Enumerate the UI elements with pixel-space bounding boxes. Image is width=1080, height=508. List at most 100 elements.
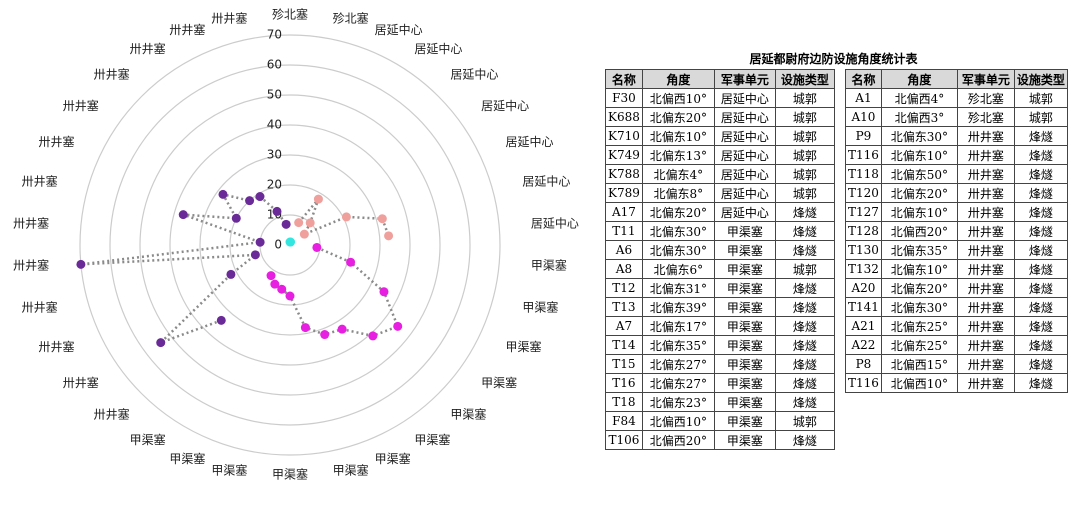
table-cell: 城郭 [774, 107, 835, 127]
table-cell: 居延中心 [713, 145, 776, 165]
r-tick-label: 30 [267, 148, 282, 162]
table-row: T130 北偏东35° 卅井塞 烽燧 [845, 240, 1068, 260]
table-row: F84 北偏西10° 甲渠塞 城郭 [605, 411, 835, 431]
table-cell: T14 [605, 335, 643, 355]
table-cell: 居延中心 [713, 126, 776, 146]
table-cell: 北偏东30° [880, 297, 958, 317]
grid-circle [139, 94, 441, 396]
table-cell: 北偏西10° [641, 88, 715, 108]
point [312, 242, 322, 252]
category-label: 卅井塞 [22, 299, 58, 314]
point [277, 284, 287, 294]
table-cell: 卅井塞 [956, 297, 1015, 317]
grid-circle [169, 124, 411, 366]
table-cell: 烽燧 [1013, 259, 1068, 279]
category-label: 居延中心 [531, 215, 579, 230]
table-row: A6 北偏东30° 甲渠塞 烽燧 [605, 240, 835, 260]
table-cell: 烽燧 [1013, 297, 1068, 317]
table-cell: 北偏东25° [880, 316, 958, 336]
table-row: T120 北偏东20° 卅井塞 烽燧 [845, 183, 1068, 203]
table-cell: F84 [605, 411, 643, 431]
header-cell: 名称 [605, 69, 643, 89]
table-row: T18 北偏东23° 甲渠塞 烽燧 [605, 392, 835, 412]
point [393, 321, 403, 331]
table-cell: 居延中心 [713, 107, 776, 127]
table-cell: 甲渠塞 [713, 316, 776, 336]
point [286, 237, 296, 247]
table-cell: 甲渠塞 [713, 354, 776, 374]
category-label: 居延中心 [522, 174, 570, 189]
category-label: 殄北塞 [333, 10, 369, 25]
category-label: 卅井塞 [211, 10, 247, 25]
table-cell: 烽燧 [774, 240, 835, 260]
table-cell: T118 [845, 164, 882, 184]
table-cell: 卅井塞 [956, 373, 1015, 393]
point [313, 194, 323, 204]
table-cell: 卅井塞 [956, 221, 1015, 241]
table-cell: 烽燧 [774, 297, 835, 317]
table-row: A22 北偏东25° 卅井塞 烽燧 [845, 335, 1068, 355]
table-row: K688 北偏东20° 居延中心 城郭 [605, 107, 835, 127]
category-label: 卅井塞 [13, 215, 49, 230]
table-cell: 烽燧 [1013, 373, 1068, 393]
point [266, 271, 276, 281]
point [250, 250, 260, 260]
table-cell: A22 [845, 335, 882, 355]
table-cell: 甲渠塞 [713, 430, 776, 450]
table-cell: 烽燧 [1013, 164, 1068, 184]
table-cell: 烽燧 [1013, 145, 1068, 165]
r-tick-label: 50 [267, 88, 282, 102]
table-cell: 卅井塞 [956, 145, 1015, 165]
point [178, 210, 188, 220]
table-cell: A1 [845, 88, 882, 108]
point [231, 213, 241, 223]
table-cell: T128 [845, 221, 882, 241]
table-cell: 居延中心 [713, 88, 776, 108]
table-row: K749 北偏东13° 居延中心 城郭 [605, 145, 835, 165]
table-cell: 北偏东20° [880, 183, 958, 203]
table-cell: 北偏东23° [641, 392, 715, 412]
category-label: 甲渠塞 [130, 432, 166, 447]
table-cell: 北偏东8° [641, 183, 715, 203]
category-label: 卅井塞 [22, 174, 58, 189]
table-cell: 北偏东27° [641, 354, 715, 374]
category-label: 卅井塞 [94, 406, 130, 421]
category-label: 甲渠塞 [450, 406, 486, 421]
table-cell: 卅井塞 [956, 202, 1015, 222]
table-cell: 烽燧 [774, 221, 835, 241]
table-cell: 甲渠塞 [713, 259, 776, 279]
category-label: 居延中心 [414, 41, 462, 56]
table-cell: 北偏西10° [641, 411, 715, 431]
point [341, 212, 351, 222]
table-cell: 城郭 [774, 411, 835, 431]
table-row: T116 北偏东10° 卅井塞 烽燧 [845, 145, 1068, 165]
table-cell: 城郭 [774, 183, 835, 203]
table-row: T127 北偏东10° 卅井塞 烽燧 [845, 202, 1068, 222]
table-cell: 北偏东39° [641, 297, 715, 317]
table-cell: 烽燧 [1013, 316, 1068, 336]
point [337, 324, 347, 334]
category-label: 卅井塞 [38, 339, 74, 354]
table-row: T16 北偏东27° 甲渠塞 烽燧 [605, 373, 835, 393]
point [281, 219, 291, 229]
table-row: T118 北偏东50° 卅井塞 烽燧 [845, 164, 1068, 184]
header-cell: 军事单元 [956, 69, 1015, 89]
table-row: K788 北偏东4° 居延中心 城郭 [605, 164, 835, 184]
table-cell: 城郭 [774, 88, 835, 108]
table-cell: 北偏东50° [880, 164, 958, 184]
category-label: 卅井塞 [130, 41, 166, 56]
table-cell: 北偏东6° [641, 259, 715, 279]
table-cell: 烽燧 [1013, 335, 1068, 355]
header-cell: 设施类型 [774, 69, 835, 89]
header-cell: 名称 [845, 69, 882, 89]
category-label: 甲渠塞 [481, 375, 517, 390]
series-line [269, 246, 400, 338]
table-row: T116 北偏西10° 卅井塞 烽燧 [845, 373, 1068, 393]
table-cell: 北偏东10° [880, 145, 958, 165]
table-cell: 卅井塞 [956, 316, 1015, 336]
table-cell: F30 [605, 88, 643, 108]
table-cell: A8 [605, 259, 643, 279]
table-cell: 甲渠塞 [713, 297, 776, 317]
category-label: 甲渠塞 [375, 451, 411, 466]
table-cell: T15 [605, 354, 643, 374]
